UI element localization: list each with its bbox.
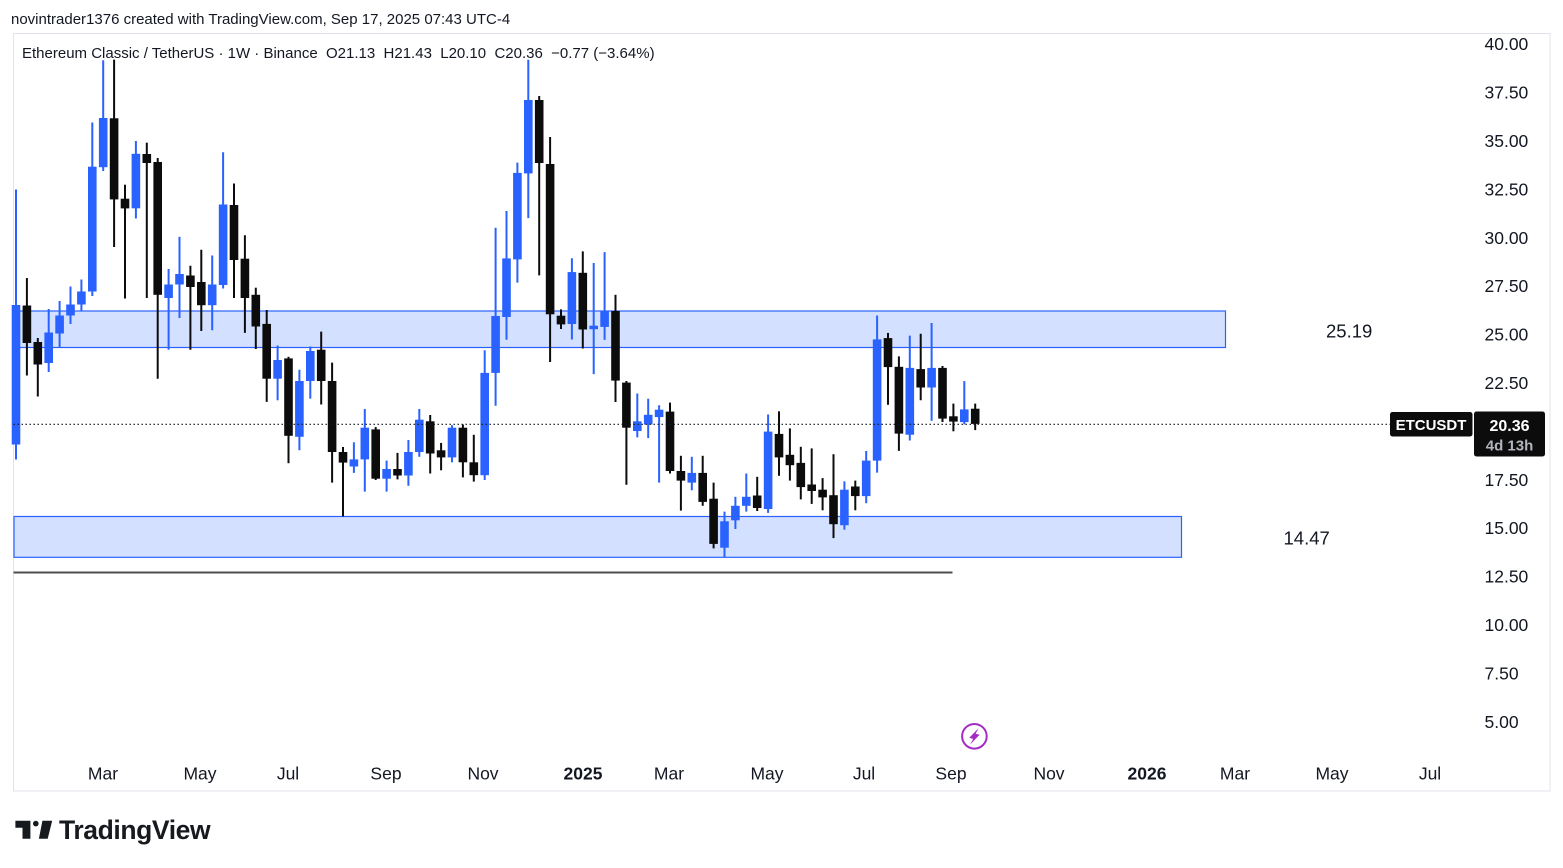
svg-text:40.00: 40.00 (1485, 34, 1529, 54)
svg-text:Nov: Nov (1033, 764, 1064, 784)
svg-text:35.00: 35.00 (1485, 131, 1529, 151)
svg-text:Mar: Mar (654, 764, 684, 784)
svg-text:10.00: 10.00 (1485, 615, 1529, 635)
svg-text:Jul: Jul (1419, 764, 1441, 784)
svg-text:May: May (1315, 764, 1348, 784)
svg-text:novintrader1376 created with T: novintrader1376 created with TradingView… (11, 11, 510, 28)
svg-text:Mar: Mar (1220, 764, 1250, 784)
svg-text:14.47: 14.47 (1284, 527, 1330, 548)
svg-text:ETCUSDT: ETCUSDT (1396, 417, 1467, 434)
svg-text:27.50: 27.50 (1485, 276, 1529, 296)
svg-text:May: May (750, 764, 783, 784)
svg-text:12.50: 12.50 (1485, 567, 1529, 587)
svg-text:37.50: 37.50 (1485, 83, 1529, 103)
svg-text:Sep: Sep (370, 764, 401, 784)
svg-text:32.50: 32.50 (1485, 179, 1529, 199)
svg-text:4d 13h: 4d 13h (1486, 438, 1534, 455)
svg-text:25.19: 25.19 (1326, 320, 1372, 341)
svg-text:5.00: 5.00 (1485, 712, 1519, 732)
svg-text:May: May (183, 764, 216, 784)
svg-text:25.00: 25.00 (1485, 325, 1529, 345)
svg-text:Jul: Jul (277, 764, 299, 784)
svg-text:Jul: Jul (853, 764, 875, 784)
svg-text:2025: 2025 (564, 764, 603, 784)
svg-text:20.36: 20.36 (1489, 418, 1529, 435)
svg-text:Mar: Mar (88, 764, 118, 784)
svg-text:15.00: 15.00 (1485, 518, 1529, 538)
svg-text:17.50: 17.50 (1485, 470, 1529, 490)
svg-text:7.50: 7.50 (1485, 663, 1519, 683)
svg-text:Nov: Nov (467, 764, 498, 784)
svg-text:TradingView: TradingView (59, 815, 211, 845)
svg-text:30.00: 30.00 (1485, 228, 1529, 248)
svg-text:2026: 2026 (1128, 764, 1167, 784)
svg-text:Ethereum Classic / TetherUS ·: Ethereum Classic / TetherUS · 1W · Binan… (22, 45, 655, 62)
svg-text:Sep: Sep (935, 764, 966, 784)
svg-text:22.50: 22.50 (1485, 373, 1529, 393)
